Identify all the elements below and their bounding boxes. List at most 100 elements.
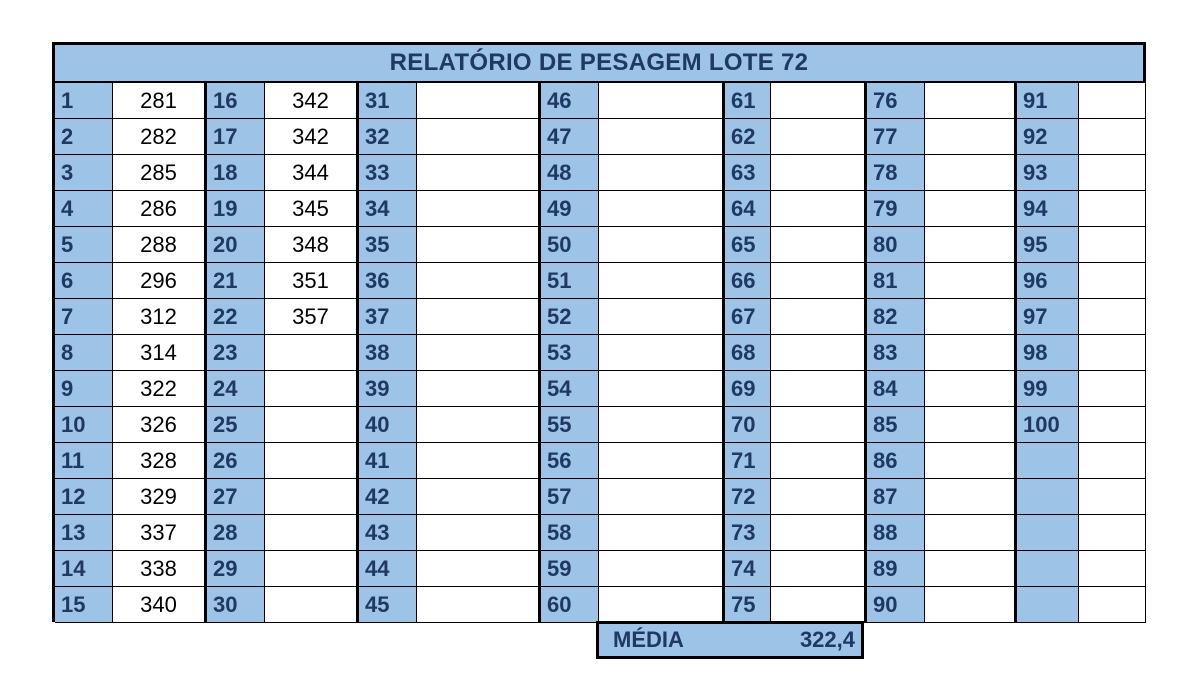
weight-value-cell: 329: [113, 479, 207, 515]
lot-number-cell: 29: [207, 551, 265, 587]
weight-value-cell: [1079, 479, 1146, 515]
weight-value-cell: [771, 479, 867, 515]
lot-number-cell: 5: [55, 227, 113, 263]
weight-value-cell: [925, 443, 1017, 479]
weight-value-cell: [599, 407, 725, 443]
weight-value-cell: [925, 299, 1017, 335]
lot-number-cell: 37: [359, 299, 417, 335]
weight-value-cell: [1079, 83, 1146, 119]
weight-value-cell: [1079, 119, 1146, 155]
weight-value-cell: [417, 335, 541, 371]
lot-number-cell: 98: [1017, 335, 1079, 371]
weight-value-cell: [771, 227, 867, 263]
weight-value-cell: 337: [113, 515, 207, 551]
weight-value-cell: [265, 587, 359, 623]
weight-value-cell: [417, 371, 541, 407]
lot-number-cell: 76: [867, 83, 925, 119]
lot-number-cell: 21: [207, 263, 265, 299]
weight-value-cell: 348: [265, 227, 359, 263]
weight-value-cell: [265, 551, 359, 587]
lot-number-cell: 17: [207, 119, 265, 155]
weight-value-cell: [265, 371, 359, 407]
weight-value-cell: [599, 119, 725, 155]
weight-value-cell: [771, 443, 867, 479]
lot-number-cell: 30: [207, 587, 265, 623]
lot-number-cell: 1: [55, 83, 113, 119]
lot-number-cell: 99: [1017, 371, 1079, 407]
weight-value-cell: 322: [113, 371, 207, 407]
lot-number-cell: 79: [867, 191, 925, 227]
weight-value-cell: [1079, 299, 1146, 335]
weight-value-cell: [417, 299, 541, 335]
lot-number-cell: 96: [1017, 263, 1079, 299]
lot-number-cell: 10: [55, 407, 113, 443]
weight-value-cell: [925, 263, 1017, 299]
weight-value-cell: [925, 587, 1017, 623]
average-value: 322,4: [799, 627, 855, 652]
weight-value-cell: [1079, 263, 1146, 299]
weight-value-cell: 281: [113, 83, 207, 119]
weight-value-cell: [771, 335, 867, 371]
lot-number-cell: 18: [207, 155, 265, 191]
weight-value-cell: [771, 263, 867, 299]
lot-number-cell: 38: [359, 335, 417, 371]
weight-value-cell: [771, 587, 867, 623]
weight-value-cell: [925, 407, 1017, 443]
lot-number-cell: 3: [55, 155, 113, 191]
lot-number-cell: 25: [207, 407, 265, 443]
lot-number-cell: 66: [725, 263, 771, 299]
weight-value-cell: [1079, 407, 1146, 443]
lot-number-cell: 64: [725, 191, 771, 227]
weight-value-cell: [1079, 191, 1146, 227]
weight-value-cell: [599, 299, 725, 335]
weight-value-cell: [599, 227, 725, 263]
lot-number-cell: 47: [541, 119, 599, 155]
weight-value-cell: [771, 119, 867, 155]
weight-value-cell: 340: [113, 587, 207, 623]
lot-number-cell: 28: [207, 515, 265, 551]
weight-value-cell: [925, 119, 1017, 155]
weight-value-cell: [417, 227, 541, 263]
weight-value-cell: 296: [113, 263, 207, 299]
weight-value-cell: [599, 335, 725, 371]
lot-number-cell: 63: [725, 155, 771, 191]
lot-number-cell: 8: [55, 335, 113, 371]
weight-value-cell: [1079, 587, 1146, 623]
weight-value-cell: [1079, 371, 1146, 407]
lot-number-cell: 82: [867, 299, 925, 335]
weight-value-cell: [925, 191, 1017, 227]
lot-number-cell: 52: [541, 299, 599, 335]
lot-number-cell: 19: [207, 191, 265, 227]
weight-value-cell: 342: [265, 119, 359, 155]
lot-number-cell: 69: [725, 371, 771, 407]
lot-number-cell: 72: [725, 479, 771, 515]
weight-value-cell: [599, 551, 725, 587]
weight-value-cell: [265, 335, 359, 371]
lot-number-cell: [1017, 443, 1079, 479]
lot-number-cell: 91: [1017, 83, 1079, 119]
lot-number-cell: 93: [1017, 155, 1079, 191]
lot-number-cell: 31: [359, 83, 417, 119]
weight-value-cell: [925, 155, 1017, 191]
weight-value-cell: [771, 191, 867, 227]
weight-value-cell: [771, 155, 867, 191]
weight-value-cell: 312: [113, 299, 207, 335]
lot-number-cell: 40: [359, 407, 417, 443]
weight-value-cell: [265, 479, 359, 515]
weight-value-cell: 288: [113, 227, 207, 263]
lot-number-cell: 7: [55, 299, 113, 335]
weight-value-cell: [925, 515, 1017, 551]
weight-value-cell: [771, 515, 867, 551]
lot-number-cell: 59: [541, 551, 599, 587]
weight-value-cell: 344: [265, 155, 359, 191]
lot-number-cell: 75: [725, 587, 771, 623]
lot-number-cell: 43: [359, 515, 417, 551]
lot-number-cell: 84: [867, 371, 925, 407]
lot-number-cell: 87: [867, 479, 925, 515]
weight-value-cell: [599, 479, 725, 515]
weight-value-cell: [417, 263, 541, 299]
weighing-report-sheet: RELATÓRIO DE PESAGEM LOTE 72 1 281 2 282 3 28…: [52, 42, 1146, 623]
weight-value-cell: [417, 119, 541, 155]
lot-number-cell: 48: [541, 155, 599, 191]
weight-value-cell: [925, 371, 1017, 407]
